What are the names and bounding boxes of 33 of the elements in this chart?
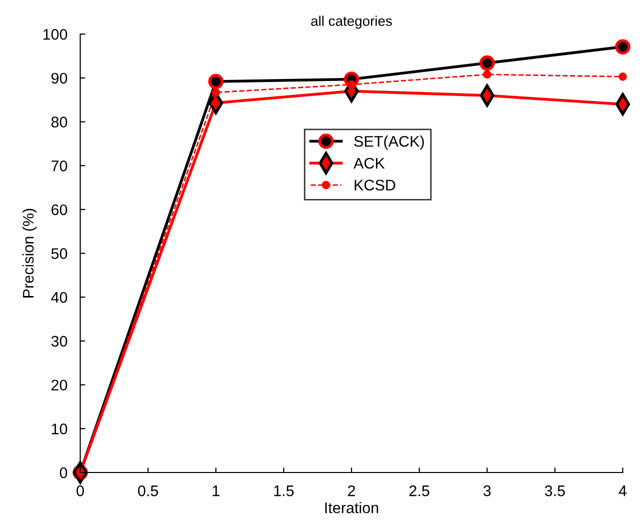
point — [615, 39, 630, 54]
y-tick-label: 50 — [51, 248, 68, 259]
x-tick-label: 4 — [618, 486, 627, 496]
x-tick-label: 2.5 — [409, 485, 430, 496]
y-tick-label: 100 — [43, 28, 68, 40]
point — [347, 80, 356, 89]
y-tick-label: 60 — [52, 204, 68, 216]
y-tick-label: 70 — [52, 160, 68, 172]
y-axis-title: Precision (%) — [22, 208, 37, 298]
x-tick-label: 1.5 — [274, 486, 294, 496]
y-tick-label: 40 — [51, 292, 68, 303]
y-tick-label: 80 — [51, 116, 68, 128]
y-tick-label: 20 — [52, 380, 68, 391]
point — [212, 88, 220, 97]
point — [618, 72, 627, 81]
x-tick-label: 2 — [348, 485, 355, 496]
x-tick-label: 3 — [483, 485, 491, 496]
x-tick-label: 0 — [76, 485, 84, 496]
x-tick-label: 1 — [212, 486, 220, 496]
legend-label: KCSD — [354, 180, 396, 191]
legend-label: ACK — [354, 158, 385, 169]
y-tick-label: 30 — [51, 336, 68, 347]
chart-title: all categories — [311, 16, 392, 29]
point — [208, 74, 224, 90]
x-tick-label: 3.5 — [544, 485, 565, 496]
legend-label: SET(ACK) — [354, 136, 424, 150]
x-tick-label: 0.5 — [138, 485, 158, 496]
y-tick-label: 10 — [52, 424, 68, 434]
y-tick-label: 90 — [51, 72, 68, 84]
point — [479, 55, 495, 71]
y-tick-label: 0 — [60, 467, 68, 478]
point — [482, 70, 492, 79]
x-axis-title: Iteration — [325, 502, 378, 514]
